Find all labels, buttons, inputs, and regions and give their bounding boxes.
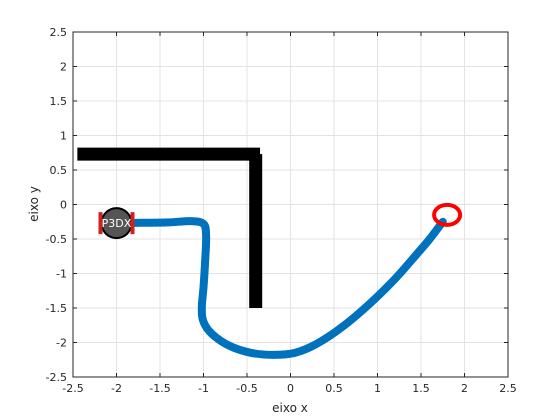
x-tick-label: -1.5: [149, 382, 170, 395]
robot-wheel-left: [98, 212, 103, 235]
x-tick-label: 0.5: [325, 382, 343, 395]
trajectory-point: [313, 340, 320, 347]
y-tick-label: -2: [56, 337, 67, 350]
y-tick-label: 1.5: [50, 95, 68, 108]
trajectory-point: [248, 349, 255, 356]
trajectory-point: [365, 301, 372, 308]
trajectory-point: [291, 349, 298, 356]
y-tick-label: 0.5: [50, 164, 68, 177]
trajectory-line: [112, 217, 447, 359]
x-tick-label: 1.5: [412, 382, 430, 395]
trajectory-point: [200, 318, 207, 325]
robot-marker: P3DX: [98, 207, 135, 240]
x-tick-label: 0: [287, 382, 294, 395]
trajectory-point: [270, 351, 277, 358]
y-tick-label: 0: [60, 199, 67, 212]
trajectory-point: [198, 305, 205, 311]
robot-label: P3DX: [102, 217, 132, 230]
series-layer: [112, 217, 447, 359]
x-tick-label: -2.5: [62, 382, 83, 395]
trajectory-point: [187, 218, 194, 225]
x-tick-label: 2.5: [499, 382, 517, 395]
trajectory-point: [203, 232, 210, 239]
x-tick-label: -2: [111, 382, 122, 395]
y-tick-label: 2: [60, 61, 67, 74]
robot-body: [102, 209, 131, 238]
trajectory-point: [426, 236, 433, 242]
trajectory-point: [202, 256, 209, 263]
target-center: [445, 212, 450, 217]
robot-wheel-right: [130, 212, 135, 235]
target-marker: [432, 202, 463, 227]
y-tick-label: 1: [60, 130, 67, 143]
y-tick-labels: -2.5 -2 -1.5 -1 -0.5 0 0.5 1 1.5 2 2.5: [46, 26, 67, 384]
ticks: [72, 31, 509, 378]
trajectory-point: [165, 219, 172, 226]
trajectory-point: [339, 323, 346, 330]
x-axis-label: eixo x: [272, 401, 308, 415]
trajectory-point: [139, 219, 146, 226]
x-tick-label: 1: [374, 382, 381, 395]
walls: [77, 147, 263, 308]
y-tick-label: -2.5: [46, 371, 67, 384]
trajectory-point: [209, 331, 216, 338]
y-tick-label: -1.5: [46, 302, 67, 315]
y-tick-label: 2.5: [50, 26, 68, 39]
x-tick-labels: -2.5 -2 -1.5 -1 -0.5 0 0.5 1 1.5 2 2.5: [62, 382, 516, 395]
x-tick-label: -0.5: [236, 382, 257, 395]
y-tick-label: -1: [56, 268, 67, 281]
trajectory-point: [200, 284, 207, 291]
x-tick-label: -1: [198, 382, 209, 395]
x-tick-label: 2: [461, 382, 468, 395]
y-tick-label: -0.5: [46, 233, 67, 246]
target-circle: [432, 202, 463, 227]
trajectory-point: [226, 342, 233, 349]
trajectory-point: [200, 220, 207, 227]
trajectory-point: [391, 276, 398, 283]
y-axis-label: eixo y: [27, 186, 41, 222]
trajectory-point: [413, 251, 420, 258]
